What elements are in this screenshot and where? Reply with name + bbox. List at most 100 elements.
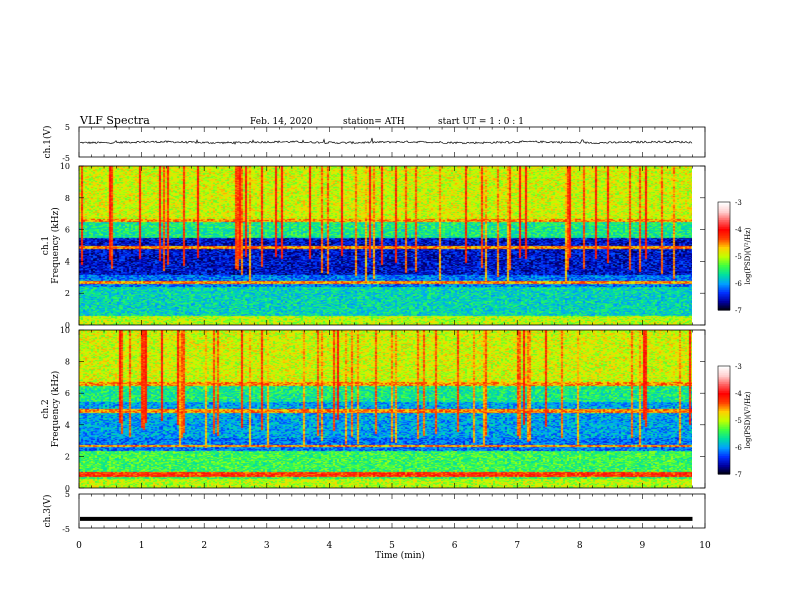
colorbar-swatch	[718, 366, 730, 369]
colorbar-swatch	[718, 223, 730, 226]
colorbar-swatch	[718, 456, 730, 459]
colorbar-swatch	[718, 254, 730, 257]
colorbar-swatch	[718, 214, 730, 217]
colorbar-swatch	[718, 416, 730, 419]
ch2-spectrogram-panel: 0 2 4 6 8 10 ch.2 Frequency (kHz)	[41, 326, 706, 493]
time-axis: 0 1 2 3 4 5 6 7 8 9 10	[76, 541, 711, 551]
colorbar-swatch	[718, 468, 730, 471]
date-label: Feb. 14, 2020	[250, 117, 313, 127]
ch1-ytick: -5	[62, 154, 70, 163]
colorbar-swatch	[718, 450, 730, 453]
colorbar-swatch	[718, 465, 730, 468]
colorbar-swatch	[718, 429, 730, 432]
colorbar-tick: -7	[735, 471, 742, 479]
colorbar-swatch	[718, 443, 730, 446]
colorbar-swatch	[718, 268, 730, 271]
x-tick-label: 5	[389, 541, 395, 551]
colorbar-swatch	[718, 225, 730, 228]
colorbar-swatch	[718, 281, 730, 284]
colorbar-swatch	[718, 425, 730, 428]
colorbar-swatch	[718, 256, 730, 259]
colorbar-swatch	[718, 384, 730, 387]
colorbar-swatch	[718, 387, 730, 390]
colorbar-swatch	[718, 373, 730, 376]
p2-ytick: 6	[65, 226, 70, 235]
figure-title: VLF Spectra	[79, 114, 150, 127]
p3-ylabel-sub: Frequency (kHz)	[50, 371, 61, 448]
colorbar-swatch	[718, 447, 730, 450]
colorbar-tick: -5	[735, 253, 742, 261]
colorbar-swatch	[718, 369, 730, 372]
colorbar-swatch	[718, 394, 730, 398]
colorbar-swatch	[718, 218, 730, 221]
colorbar-swatch	[718, 239, 730, 243]
colorbar-swatch	[718, 248, 730, 252]
x-tick-label: 7	[514, 541, 520, 551]
colorbar-swatch	[718, 461, 730, 464]
colorbar-swatch	[718, 301, 730, 304]
colorbar-swatch	[718, 236, 730, 239]
colorbar-swatch	[718, 470, 730, 473]
colorbar-swatch	[718, 230, 730, 234]
ch1-waveform-line	[79, 137, 693, 145]
x-tick-label: 4	[327, 541, 333, 551]
colorbar-swatch	[718, 284, 730, 288]
colorbar-swatch	[718, 266, 730, 270]
p2-ytick: 0	[65, 321, 70, 330]
colorbar-swatch	[718, 472, 730, 475]
ch1-waveform-panel: 5 -5 ch.1(V)	[42, 123, 706, 163]
colorbar-swatch	[718, 293, 730, 297]
colorbar-swatch	[718, 245, 730, 248]
colorbar-swatch	[718, 434, 730, 437]
colorbar-tick: -4	[735, 226, 742, 234]
ch3-ytick: 5	[65, 490, 70, 499]
colorbar-tick: -6	[735, 280, 742, 288]
p2-ylabel-sub: Frequency (kHz)	[50, 207, 61, 284]
colorbar-tick: -3	[735, 199, 742, 207]
colorbar-swatch	[718, 432, 730, 435]
colorbar-swatch	[718, 227, 730, 230]
colorbar-swatch	[718, 263, 730, 266]
colorbar-swatch	[718, 412, 730, 416]
colorbar-swatch	[718, 308, 730, 311]
colorbar-swatch	[718, 209, 730, 212]
p2-ytick: 8	[65, 194, 70, 203]
p3-ylabel: ch.2	[41, 399, 51, 418]
colorbar-swatch	[718, 286, 730, 289]
colorbar-swatch	[718, 427, 730, 430]
p2-ytick: 10	[60, 162, 70, 171]
p2-ylabel: ch.1	[41, 236, 51, 255]
colorbar-swatch	[718, 418, 730, 421]
colorbar-swatch	[718, 202, 730, 205]
x-tick-label: 2	[201, 541, 207, 551]
colorbar-swatch	[718, 247, 730, 250]
colorbar-swatch	[718, 389, 730, 392]
colorbar-swatch	[718, 277, 730, 280]
colorbar-swatch	[718, 441, 730, 444]
colorbar-swatch	[718, 216, 730, 219]
colorbar-swatch	[718, 283, 730, 286]
colorbar-swatch	[718, 203, 730, 207]
p3-ytick: 4	[65, 421, 70, 430]
colorbar-swatch	[718, 414, 730, 417]
p3-ytick: 2	[65, 452, 70, 461]
ch3-ylabel: ch.3(V)	[42, 495, 53, 528]
colorbar-swatch	[718, 288, 730, 291]
x-tick-label: 0	[76, 541, 82, 551]
p2-ytick: 2	[65, 289, 70, 298]
x-tick-label: 3	[264, 541, 270, 551]
colorbar-swatch	[718, 402, 730, 405]
colorbar-frame	[717, 365, 731, 475]
colorbar-swatch	[718, 436, 730, 439]
colorbar-tick: -3	[735, 363, 742, 371]
colorbar-swatch	[718, 466, 730, 470]
colorbar-tick: -5	[735, 417, 742, 425]
colorbar-swatch	[718, 430, 730, 434]
colorbar-swatch	[718, 250, 730, 253]
colorbar-swatch	[718, 265, 730, 268]
colorbar-frame	[717, 201, 731, 311]
colorbar-swatch	[718, 457, 730, 461]
colorbar-swatch	[718, 438, 730, 441]
colorbar-swatch	[718, 243, 730, 246]
